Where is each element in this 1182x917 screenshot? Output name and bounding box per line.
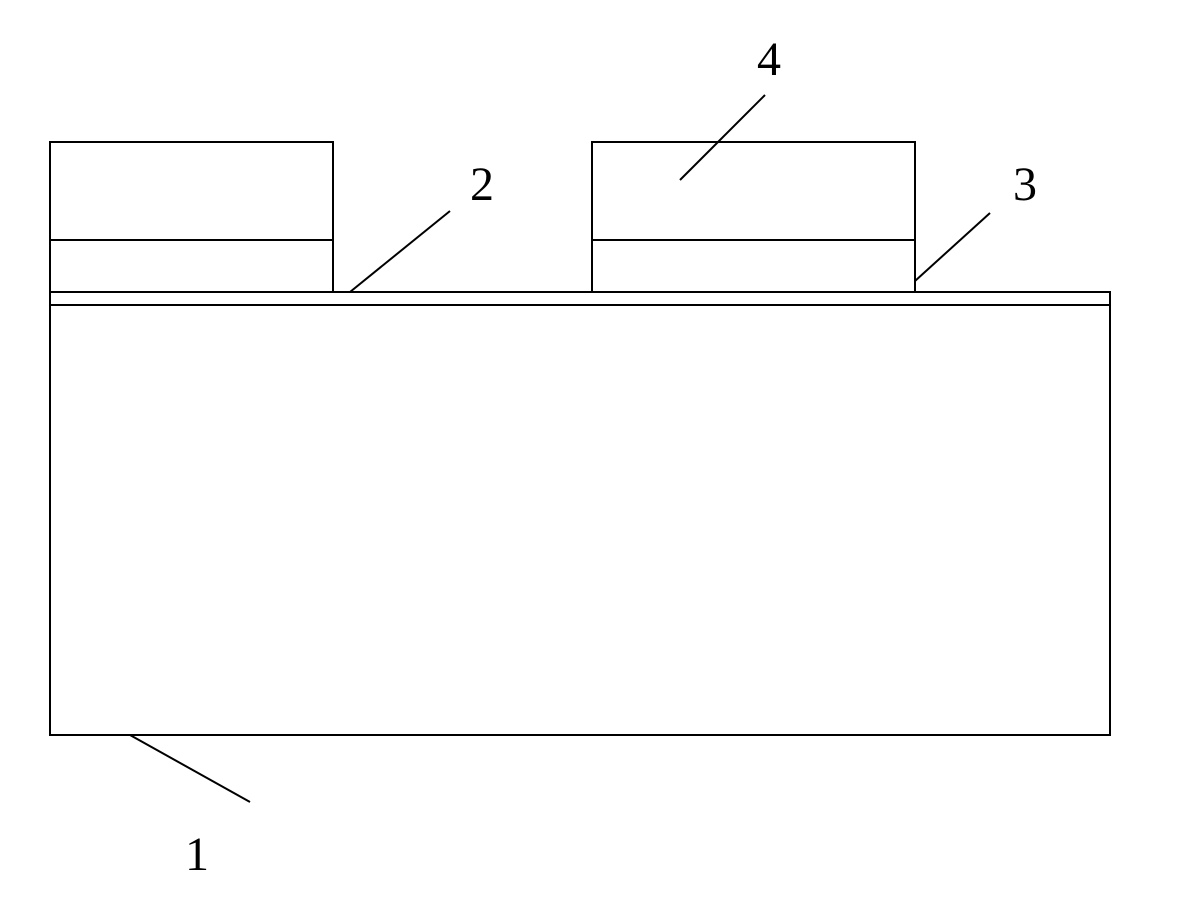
leader-line-1 [130,735,250,802]
substrate-rect [50,305,1110,735]
thin-layer-rect [50,292,1110,305]
left-lower-rect [50,240,333,292]
label-1: 1 [185,828,209,881]
left-upper-rect [50,142,333,240]
right-lower-rect [592,240,915,292]
leader-line-3 [915,213,990,281]
label-4: 4 [757,33,781,86]
label-2: 2 [470,158,494,211]
label-3: 3 [1013,158,1037,211]
right-upper-rect [592,142,915,240]
leader-line-2 [350,211,450,292]
leader-line-4 [680,95,765,180]
